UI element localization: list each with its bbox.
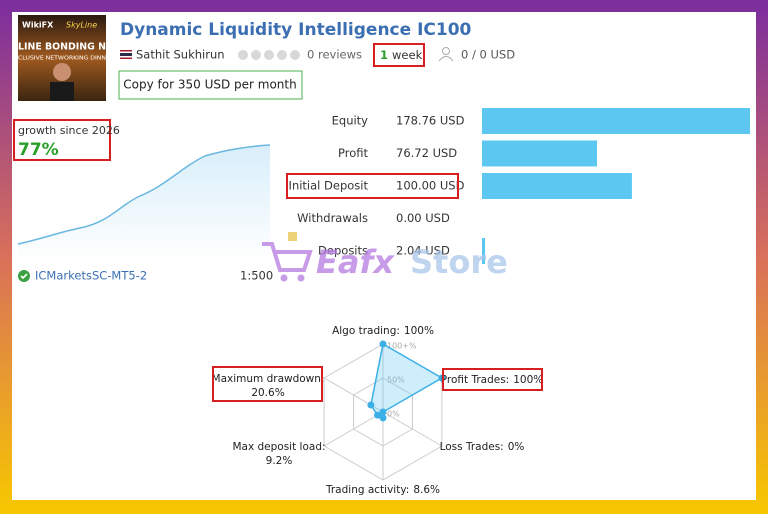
thumb-line: CLUSIVE NETWORKING DINN (18, 56, 106, 62)
radar-label-name: Trading activity: (325, 484, 409, 496)
radar-label-value: 9.2% (266, 455, 293, 467)
stat-name: Withdrawals (297, 211, 368, 225)
radar-label-value: 0% (508, 441, 525, 453)
subscribers: 0 / 0 USD (461, 48, 515, 62)
reviews[interactable]: 0 reviews (307, 48, 362, 62)
leverage: 1:500 (240, 269, 273, 283)
growth-value: 77% (18, 140, 59, 160)
growth-line (17, 144, 271, 245)
radar-label: Max deposit load: 9.2% (232, 441, 325, 467)
watermark: Eafx Store (262, 232, 508, 282)
radar-label: Loss Trades: 0% (440, 441, 525, 453)
radar-label-value: 100% (404, 325, 434, 337)
stats: Equity 178.76 USD Profit 76.72 USD Initial D… (289, 108, 750, 264)
duration-unit: week (392, 48, 423, 62)
radar-point (379, 340, 387, 348)
stat-value: 178.76 USD (396, 114, 465, 128)
stat-bar (482, 140, 598, 167)
stat-name: Initial Deposit (289, 179, 369, 193)
thumb-brand: WikiFX (22, 21, 54, 30)
radar-point (374, 411, 382, 419)
stars (238, 50, 300, 60)
radar-label-value: 100% (513, 374, 543, 386)
radar-point (379, 414, 387, 422)
copy-button-label[interactable]: Copy for 350 USD per month (123, 78, 296, 92)
radar: 100+%50%0%Algo trading:100%Profit Trades… (212, 325, 544, 496)
verified-check (20, 273, 28, 280)
radar-label-name: Profit Trades: (441, 374, 509, 386)
radar-tick-label: 0% (387, 410, 400, 419)
broker[interactable]: ICMarketsSC-MT5-2 (35, 269, 147, 283)
radar-tick-label: 100+% (387, 342, 417, 351)
radar-label: Trading activity: 8.6% (325, 484, 440, 496)
stat-value: 76.72 USD (396, 146, 457, 160)
radar-label-value: 8.6% (413, 484, 440, 496)
stat-name: Deposits (318, 244, 368, 258)
highlight (212, 366, 323, 402)
thumb-line: LINE BONDING N (18, 42, 106, 53)
stat-value: 0.00 USD (396, 211, 450, 225)
radar-spoke (323, 411, 384, 447)
radar-label: Profit Trades: 100% (441, 374, 544, 386)
thumb-person (50, 82, 74, 101)
stat-bar (482, 108, 750, 134)
stat-value: 2.04 USD (396, 244, 450, 258)
watermark-text: Store (410, 243, 508, 281)
growth-bg (15, 121, 109, 159)
stat-name: Profit (338, 146, 368, 160)
radar-label-name: Maximum drawdown: (212, 373, 325, 385)
highlight (442, 368, 543, 391)
duration: 1 week (380, 48, 423, 62)
growth-area (18, 145, 270, 262)
highlight (286, 173, 459, 199)
radar-label-name: Max deposit load: (232, 441, 325, 453)
author[interactable]: Sathit Sukhirun (136, 48, 225, 62)
flag (120, 50, 132, 59)
title: Dynamic Liquidity Intelligence IC100 (120, 20, 472, 40)
radar-label-value: 20.6% (251, 387, 284, 399)
copy-button[interactable] (118, 70, 303, 100)
radar-spoke (382, 411, 443, 447)
subscribers-icon (438, 47, 454, 62)
radar-label: Algo trading: 100% (332, 325, 434, 337)
radar-label-name: Algo trading: (332, 325, 400, 337)
highlight (373, 43, 425, 67)
duration-value: 1 (380, 48, 388, 62)
thumb-person (53, 63, 71, 81)
radar-point (379, 408, 387, 416)
radar-point (367, 401, 375, 409)
watermark-text: Eafx (316, 243, 395, 281)
growth-label: growth since 2026 (18, 124, 120, 137)
stat-name: Equity (332, 114, 369, 128)
stat-bar (482, 238, 486, 264)
radar-label-name: Loss Trades: (440, 441, 504, 453)
highlight (13, 119, 111, 161)
radar-label: Maximum drawdown: 20.6% (212, 373, 325, 399)
radar-tick-label: 50% (387, 376, 405, 385)
stat-value: 100.00 USD (396, 179, 465, 193)
thumb-partner: SkyLine (66, 21, 97, 30)
stat-bar (482, 173, 632, 199)
